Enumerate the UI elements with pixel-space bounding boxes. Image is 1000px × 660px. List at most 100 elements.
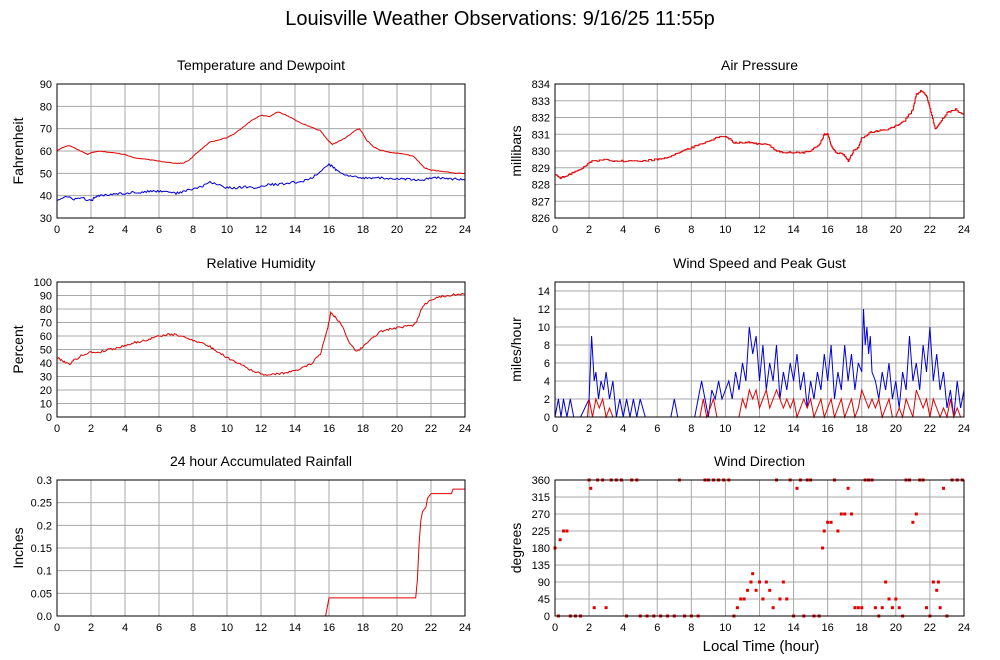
- data-point: [935, 588, 939, 592]
- x-tick-label: 16: [323, 224, 335, 236]
- y-tick-label: 180: [532, 543, 550, 555]
- x-tick-label: 16: [822, 622, 834, 634]
- plot-frame: [554, 83, 965, 219]
- x-tick-label: 14: [289, 423, 301, 435]
- y-axis-label: Inches: [10, 527, 26, 568]
- x-tick-label: 6: [156, 224, 162, 236]
- y-tick-label: 831: [532, 129, 550, 141]
- y-tick-label: 90: [40, 79, 52, 91]
- x-tick-label: 24: [459, 224, 471, 236]
- data-point: [604, 606, 608, 610]
- data-point: [754, 588, 758, 592]
- x-tick-label: 10: [221, 224, 233, 236]
- y-tick-label: 0.0: [37, 611, 52, 623]
- x-tick-label: 8: [190, 622, 196, 634]
- series-line: [554, 308, 965, 418]
- x-tick-label: 24: [459, 622, 471, 634]
- y-tick-label: 0.05: [31, 588, 52, 600]
- y-tick-label: 80: [40, 304, 52, 316]
- y-tick-label: 828: [532, 180, 550, 192]
- y-tick-label: 225: [532, 526, 550, 538]
- y-tick-label: 10: [40, 399, 52, 411]
- x-tick-label: 10: [221, 622, 233, 634]
- x-tick-label: 12: [753, 622, 765, 634]
- y-tick-label: 2: [544, 394, 550, 406]
- x-tick-label: 0: [552, 622, 558, 634]
- y-tick-label: 20: [40, 385, 52, 397]
- x-tick-label: 22: [924, 622, 936, 634]
- data-point: [850, 512, 854, 516]
- x-tick-label: 20: [890, 224, 902, 236]
- x-tick-label: 16: [323, 423, 335, 435]
- y-axis-label: Fahrenheit: [10, 117, 26, 184]
- x-tick-label: 2: [586, 224, 592, 236]
- data-point: [739, 597, 743, 601]
- y-tick-label: 360: [532, 475, 550, 487]
- data-point: [746, 588, 750, 592]
- x-tick-label: 12: [255, 622, 267, 634]
- data-point: [938, 606, 942, 610]
- y-tick-label: 30: [40, 372, 52, 384]
- x-tick-label: 20: [890, 423, 902, 435]
- x-tick-label: 16: [822, 423, 834, 435]
- data-point: [592, 606, 596, 610]
- x-tick-label: 6: [156, 423, 162, 435]
- y-tick-label: 60: [40, 146, 52, 158]
- y-tick-label: 8: [544, 340, 550, 352]
- data-point: [778, 597, 782, 601]
- x-tick-label: 16: [323, 622, 335, 634]
- data-point: [735, 606, 739, 610]
- y-tick-label: 90: [538, 577, 550, 589]
- y-tick-label: 50: [40, 345, 52, 357]
- y-tick-label: 0: [544, 412, 550, 424]
- y-tick-label: 0.25: [31, 498, 52, 510]
- y-tick-label: 14: [538, 286, 550, 298]
- x-axis-label: Local Time (hour): [703, 638, 820, 655]
- data-point: [925, 606, 929, 610]
- series-line: [56, 163, 466, 202]
- data-point: [821, 546, 825, 550]
- x-tick-label: 10: [221, 423, 233, 435]
- x-tick-label: 4: [620, 224, 626, 236]
- y-tick-label: 80: [40, 101, 52, 113]
- plot-frame: [554, 479, 965, 617]
- data-point: [764, 580, 768, 584]
- data-point: [873, 606, 877, 610]
- y-tick-label: 70: [40, 124, 52, 136]
- data-point: [894, 597, 898, 601]
- x-tick-label: 20: [890, 622, 902, 634]
- x-tick-label: 2: [586, 423, 592, 435]
- data-point: [887, 597, 891, 601]
- data-point: [742, 597, 746, 601]
- x-tick-label: 24: [958, 224, 970, 236]
- x-tick-label: 10: [719, 224, 731, 236]
- x-tick-label: 22: [425, 622, 437, 634]
- data-point: [749, 580, 753, 584]
- y-tick-label: 135: [532, 560, 550, 572]
- y-tick-label: 0.3: [37, 475, 52, 487]
- x-tick-label: 6: [654, 622, 660, 634]
- data-point: [880, 606, 884, 610]
- chart-title: Air Pressure: [721, 57, 798, 73]
- data-point: [768, 588, 772, 592]
- chart-title: Temperature and Dewpoint: [177, 57, 345, 73]
- data-point: [589, 486, 593, 490]
- chart-title: Wind Direction: [714, 453, 805, 469]
- series-line: [56, 111, 466, 175]
- x-tick-label: 20: [391, 224, 403, 236]
- data-point: [822, 529, 826, 533]
- x-tick-label: 4: [122, 622, 128, 634]
- x-tick-label: 18: [856, 423, 868, 435]
- x-tick-label: 2: [586, 622, 592, 634]
- x-tick-label: 8: [190, 224, 196, 236]
- data-point: [785, 597, 789, 601]
- data-point: [795, 486, 799, 490]
- x-tick-label: 12: [753, 224, 765, 236]
- y-axis-label: degrees: [508, 523, 524, 574]
- x-tick-label: 10: [719, 423, 731, 435]
- page-title: Louisville Weather Observations: 9/16/25…: [285, 8, 715, 30]
